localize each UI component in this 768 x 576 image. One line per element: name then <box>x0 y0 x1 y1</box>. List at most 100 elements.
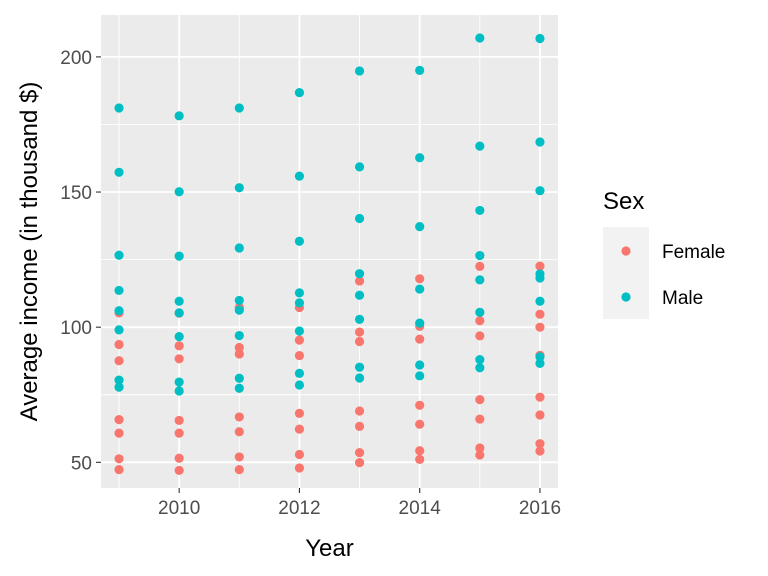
female-point <box>415 400 425 410</box>
male-point <box>234 305 244 315</box>
female-point <box>415 334 425 344</box>
female-point <box>294 424 305 434</box>
male-point <box>234 330 244 341</box>
male-point <box>294 326 305 336</box>
female-point <box>114 356 124 366</box>
female-point <box>174 428 184 438</box>
female-point <box>475 261 485 271</box>
male-point <box>415 360 425 370</box>
male-point <box>294 171 305 181</box>
female-point <box>475 414 485 424</box>
legend: Sex Female Male <box>603 188 725 319</box>
female-point <box>294 335 305 345</box>
male-point <box>535 352 545 362</box>
male-point <box>294 236 305 246</box>
female-point <box>535 392 545 402</box>
male-point <box>535 296 545 306</box>
female-point <box>114 339 124 350</box>
female-point <box>114 428 124 438</box>
x-tick-label: 2012 <box>278 498 320 519</box>
legend-label-female: Female <box>662 242 725 263</box>
male-point <box>114 285 124 296</box>
male-point <box>174 251 184 261</box>
male-point <box>294 87 305 98</box>
female-point <box>415 454 425 464</box>
male-point <box>535 33 545 44</box>
female-point <box>535 439 545 449</box>
male-point <box>475 307 485 317</box>
female-point <box>475 316 485 326</box>
female-point <box>294 449 305 460</box>
male-point <box>294 368 305 378</box>
male-point <box>174 296 184 306</box>
female-point <box>415 446 425 456</box>
x-tick-label: 2016 <box>519 498 561 519</box>
female-point <box>234 465 244 475</box>
male-point <box>174 308 184 318</box>
male-point <box>475 355 485 365</box>
male-point <box>415 318 425 328</box>
female-point <box>294 463 305 473</box>
female-point <box>174 465 184 476</box>
female-point <box>415 274 425 284</box>
x-axis-title: Year <box>305 535 354 562</box>
male-point <box>114 103 124 113</box>
legend-entries: Female Male <box>621 242 725 309</box>
female-point <box>535 446 545 456</box>
male-point <box>354 213 365 224</box>
male-point <box>234 373 244 383</box>
male-point <box>535 358 545 368</box>
male-point <box>475 205 485 216</box>
female-point <box>354 457 365 468</box>
male-point <box>234 295 244 306</box>
y-axis-title: Average income (in thousand $) <box>16 82 43 422</box>
y-axis-ticks: 50 100 150 200 <box>60 48 101 474</box>
male-point <box>294 380 305 390</box>
female-point <box>354 447 365 458</box>
male-point <box>535 186 545 196</box>
female-point <box>354 336 365 347</box>
female-point <box>294 350 305 361</box>
female-point <box>354 327 365 337</box>
male-point <box>354 290 365 300</box>
female-point <box>174 415 184 426</box>
female-point <box>174 453 184 463</box>
male-point <box>174 377 184 387</box>
male-point <box>174 111 184 121</box>
female-point <box>475 395 485 405</box>
male-point <box>475 141 485 151</box>
female-point <box>535 410 545 420</box>
y-tick-label: 150 <box>60 183 92 204</box>
legend-key-male <box>621 292 631 302</box>
female-point <box>535 261 545 271</box>
female-point <box>415 419 425 429</box>
male-point <box>354 373 365 383</box>
x-axis-ticks: 2010 2012 2014 2016 <box>158 488 561 519</box>
male-point <box>234 243 244 253</box>
female-point <box>475 450 485 460</box>
y-tick-label: 50 <box>71 453 92 474</box>
male-point <box>415 371 425 381</box>
female-point <box>114 465 124 475</box>
y-tick-label: 100 <box>60 318 92 339</box>
female-point <box>234 427 244 437</box>
female-point <box>114 415 124 425</box>
male-point <box>475 275 485 285</box>
male-point <box>354 162 365 172</box>
male-point <box>294 288 305 298</box>
male-point <box>294 298 305 308</box>
female-point <box>114 454 124 464</box>
female-point <box>535 309 545 319</box>
data-points <box>114 33 545 476</box>
male-point <box>234 103 244 113</box>
male-point <box>535 269 545 279</box>
female-point <box>234 412 244 422</box>
male-point <box>114 382 124 392</box>
male-point <box>535 137 545 147</box>
female-point <box>174 341 184 351</box>
x-tick-label: 2010 <box>158 498 200 519</box>
male-point <box>415 153 425 163</box>
male-point <box>415 222 425 232</box>
